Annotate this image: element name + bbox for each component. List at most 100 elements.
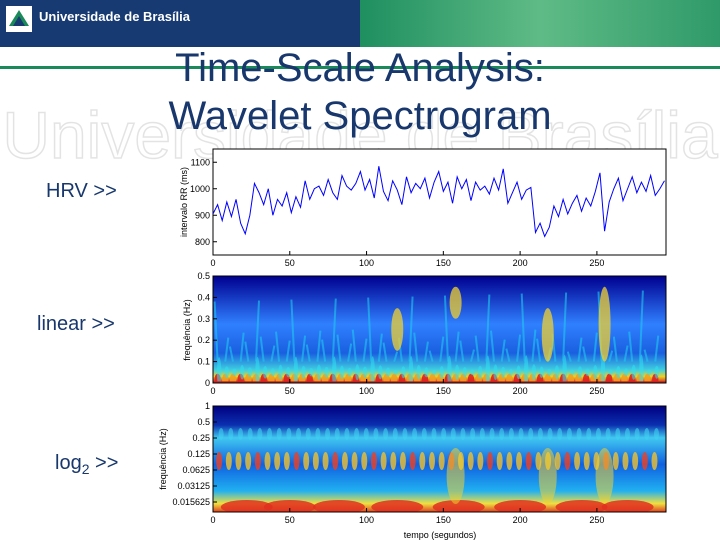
spectral-streak bbox=[443, 295, 449, 362]
spectral-peak bbox=[449, 286, 462, 319]
spectral-band-high bbox=[383, 428, 389, 440]
spectral-band-high bbox=[441, 428, 447, 440]
spectral-band-high bbox=[344, 428, 350, 440]
spectral-band-high bbox=[315, 428, 321, 440]
spectral-band bbox=[312, 452, 319, 470]
y-tick-label: 0.3 bbox=[197, 314, 210, 324]
spectral-band bbox=[531, 364, 537, 381]
x-tick-label: 200 bbox=[513, 258, 528, 268]
spectral-blob bbox=[344, 373, 352, 383]
spectral-blob bbox=[494, 500, 547, 512]
spectral-peak bbox=[595, 448, 614, 504]
spectral-band bbox=[324, 366, 329, 378]
spectral-blob bbox=[644, 373, 651, 383]
spectral-band bbox=[508, 369, 514, 376]
spectral-band bbox=[470, 369, 475, 376]
spectral-band bbox=[539, 366, 544, 379]
spectral-blob bbox=[298, 373, 306, 383]
spectral-streak bbox=[316, 330, 322, 362]
x-tick-label: 250 bbox=[589, 258, 604, 268]
spectral-streak bbox=[336, 334, 342, 362]
spectral-streak bbox=[367, 297, 373, 362]
y-tick-label: 0.4 bbox=[197, 292, 210, 302]
y-tick-label: 0.5 bbox=[197, 417, 210, 427]
spectral-band-high bbox=[237, 428, 243, 440]
spectral-band bbox=[264, 452, 271, 470]
spectral-band bbox=[225, 452, 232, 470]
title-line-1: Time-Scale Analysis: bbox=[175, 46, 545, 90]
spectral-band bbox=[622, 452, 629, 470]
spectral-band bbox=[409, 452, 416, 470]
spectral-blob bbox=[521, 373, 528, 383]
spectral-band bbox=[235, 452, 242, 470]
spectral-band-high bbox=[354, 428, 360, 440]
spectral-band bbox=[255, 357, 260, 383]
spectral-band bbox=[303, 452, 310, 470]
y-tick-label: 0.5 bbox=[197, 271, 210, 281]
spectral-band bbox=[535, 452, 542, 470]
spectral-streak bbox=[566, 351, 572, 362]
label-log2: log2 >> bbox=[55, 452, 118, 477]
spectral-band bbox=[283, 452, 290, 470]
spectral-band-high bbox=[421, 428, 427, 440]
spectral-band-high bbox=[305, 428, 311, 440]
spectral-band-high bbox=[566, 428, 572, 440]
spectral-band bbox=[583, 452, 590, 470]
spectral-band bbox=[454, 364, 460, 380]
x-tick-label: 200 bbox=[513, 515, 528, 525]
spectral-band bbox=[399, 452, 406, 470]
spectral-band bbox=[254, 452, 261, 470]
spectral-band-high bbox=[286, 428, 292, 440]
spectral-blob bbox=[371, 500, 424, 512]
spectral-band bbox=[462, 367, 468, 378]
spectral-band bbox=[654, 365, 659, 379]
spectral-band bbox=[639, 354, 644, 383]
spectral-band bbox=[641, 452, 648, 470]
spectral-streak bbox=[654, 335, 660, 362]
spectral-streak bbox=[290, 299, 296, 362]
spectral-band bbox=[493, 364, 498, 381]
spectral-blob bbox=[337, 373, 344, 383]
spectral-blob bbox=[601, 500, 654, 512]
spectral-blob bbox=[312, 500, 365, 512]
y-tick-label: 0.25 bbox=[192, 433, 210, 443]
spectral-band bbox=[506, 452, 513, 470]
spectral-band-high bbox=[402, 428, 408, 440]
title-line-2: Wavelet Spectrogram bbox=[168, 94, 552, 138]
spectral-band-high bbox=[296, 428, 302, 440]
spectral-band bbox=[612, 452, 619, 470]
spectral-blob bbox=[621, 373, 628, 383]
spectral-streak bbox=[275, 331, 281, 362]
spectral-band bbox=[355, 364, 360, 381]
spectral-streak bbox=[244, 341, 250, 362]
spectral-blob bbox=[544, 373, 551, 383]
institution-name: Universidade de Brasília bbox=[39, 9, 191, 24]
spectral-blob bbox=[398, 373, 406, 383]
spectral-band bbox=[439, 366, 444, 379]
spectral-streak bbox=[413, 332, 419, 362]
spectral-blob bbox=[652, 373, 659, 383]
spectral-band-high bbox=[644, 428, 650, 440]
spectral-streak bbox=[474, 335, 480, 362]
spectral-blob bbox=[582, 373, 590, 383]
x-tick-label: 100 bbox=[359, 386, 374, 396]
spectral-band-high bbox=[547, 428, 553, 440]
spectral-band-high bbox=[537, 428, 543, 440]
linear-spectrogram-panel: 0 50 100 150 200 250 0 0.1 0.2 0.3 0.4 0.5 frequênc… bbox=[182, 271, 667, 396]
spectral-band bbox=[616, 366, 621, 379]
spectral-streak bbox=[500, 339, 506, 362]
spectral-blob bbox=[490, 373, 498, 383]
spectral-band bbox=[574, 452, 581, 470]
spectral-band bbox=[339, 365, 345, 380]
spectral-blob bbox=[475, 373, 482, 383]
spectral-band bbox=[370, 452, 377, 470]
spectral-band bbox=[428, 452, 435, 470]
spectral-band bbox=[408, 356, 414, 383]
x-tick-label: 50 bbox=[285, 258, 295, 268]
x-tick-label: 0 bbox=[210, 386, 215, 396]
spectral-streak bbox=[470, 349, 475, 362]
spectral-blob bbox=[506, 373, 513, 383]
y-tick-label: 800 bbox=[195, 237, 210, 247]
p3-xlabel: tempo (segundos) bbox=[404, 530, 477, 540]
spectral-band-high bbox=[334, 428, 340, 440]
